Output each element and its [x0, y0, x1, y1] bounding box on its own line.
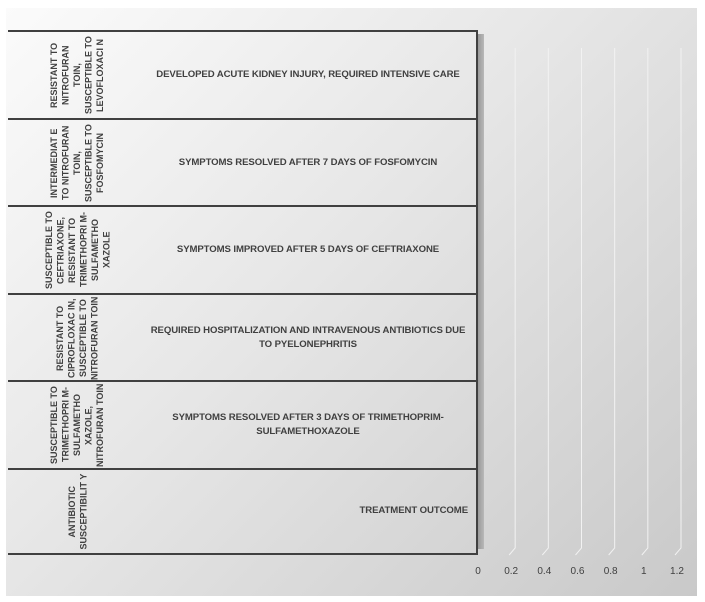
- x-tick-label: 0.2: [504, 566, 519, 577]
- category-label-cell: SYMPTOMS IMPROVED AFTER 5 DAYS OF CEFTRI…: [148, 207, 468, 294]
- category-label: SYMPTOMS RESOLVED AFTER 7 DAYS OF FOSFOM…: [178, 156, 438, 168]
- category-axis-table: RESISTANT TO NITROFURAN TOIN, SUSCEPTIBL…: [8, 30, 476, 555]
- x-tick-label: 1.2: [670, 566, 684, 577]
- axis-3d-side: [478, 34, 484, 549]
- category-row: RESISTANT TO NITROFURAN TOIN, SUSCEPTIBL…: [8, 30, 476, 119]
- x-tick-label: 0.6: [570, 566, 585, 577]
- category-row: INTERMEDIAT E TO NITROFURAN TOIN, SUSCEP…: [8, 117, 476, 207]
- category-label: SYMPTOMS RESOLVED AFTER 3 DAYS OF TRIMET…: [172, 412, 444, 438]
- category-label-cell: TREATMENT OUTCOME: [148, 470, 469, 554]
- x-tick-label: 0.4: [537, 566, 552, 577]
- gridline: [508, 48, 516, 556]
- category-label: TREATMENT OUTCOME: [359, 505, 469, 517]
- category-label: SYMPTOMS IMPROVED AFTER 5 DAYS OF CEFTRI…: [176, 244, 440, 256]
- category-label: REQUIRED HOSPITALIZATION AND INTRAVENOUS…: [150, 324, 466, 350]
- x-tick-label: 1: [641, 566, 647, 577]
- category-axis-line: [476, 30, 478, 555]
- category-row: RESISTANT TO CIPROFLOXAC IN, SUSCEPTIBLE…: [8, 292, 476, 382]
- gridline: [608, 48, 616, 556]
- category-row: SUSCEPTIBLE TO TRIMETHOPRI M- SULFAMETHO…: [8, 380, 476, 469]
- gridline: [575, 48, 582, 556]
- category-label-cell: REQUIRED HOSPITALIZATION AND INTRAVENOUS…: [148, 295, 468, 382]
- x-tick-label: 0: [475, 566, 481, 577]
- category-row: SUSCEPTIBLE TO CEFTRIAXONE, RESISTANT TO…: [8, 205, 476, 294]
- gridline: [674, 48, 682, 556]
- category-label: DEVELOPED ACUTE KIDNEY INJURY, REQUIRED …: [156, 69, 460, 81]
- gridline: [541, 48, 549, 556]
- gridline: [641, 48, 649, 556]
- category-row: ANTIBIOTIC SUSCEPTIBILIT Y TREATMENT OUTC…: [8, 467, 476, 555]
- category-label-cell: SYMPTOMS RESOLVED AFTER 7 DAYS OF FOSFOM…: [148, 120, 468, 207]
- x-tick-label: 0.8: [603, 566, 618, 577]
- category-label-cell: DEVELOPED ACUTE KIDNEY INJURY, REQUIRED …: [148, 32, 468, 119]
- category-label-cell: SYMPTOMS RESOLVED AFTER 3 DAYS OF TRIMET…: [148, 382, 468, 469]
